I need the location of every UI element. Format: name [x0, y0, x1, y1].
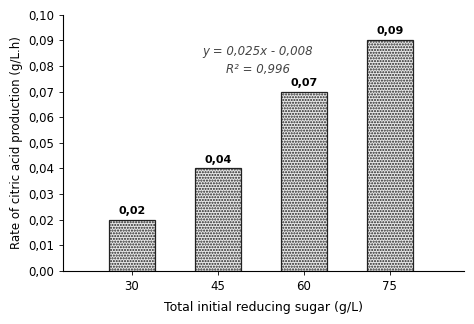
Text: 0,02: 0,02 — [118, 206, 146, 216]
X-axis label: Total initial reducing sugar (g/L): Total initial reducing sugar (g/L) — [164, 301, 363, 314]
Text: 0,09: 0,09 — [376, 27, 403, 37]
Y-axis label: Rate of citric acid production (g/L.h): Rate of citric acid production (g/L.h) — [10, 36, 23, 249]
Text: 0,04: 0,04 — [204, 155, 232, 165]
Text: y = 0,025x - 0,008
R² = 0,996: y = 0,025x - 0,008 R² = 0,996 — [203, 45, 313, 76]
Bar — [109, 220, 155, 271]
Bar — [281, 92, 327, 271]
Text: 0,07: 0,07 — [290, 78, 318, 88]
Bar — [195, 168, 241, 271]
Bar — [367, 40, 413, 271]
